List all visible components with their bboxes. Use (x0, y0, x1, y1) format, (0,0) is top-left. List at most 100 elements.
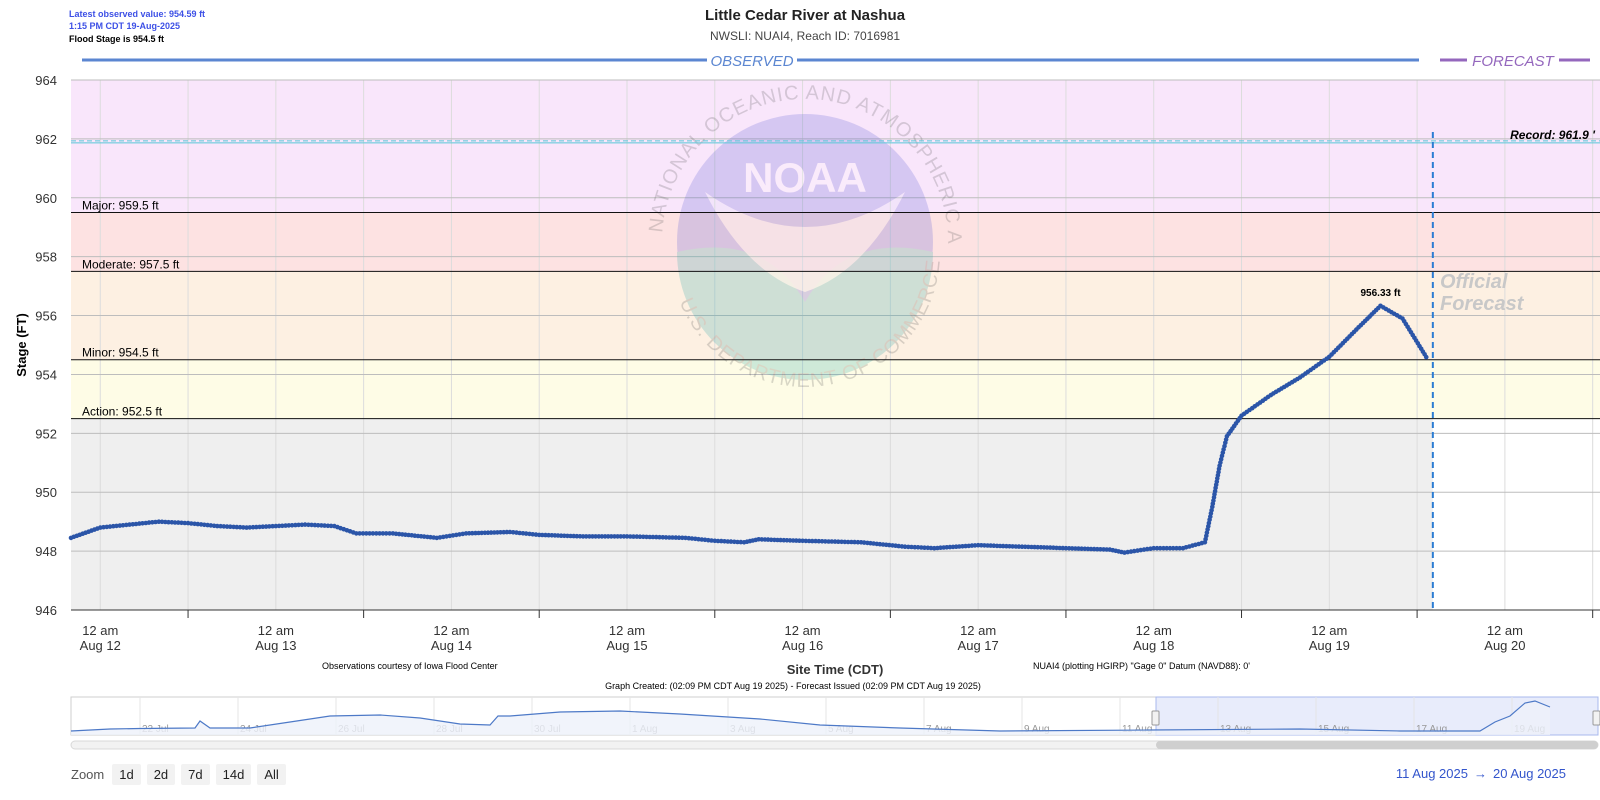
data-point (247, 525, 253, 530)
data-point (644, 534, 649, 540)
data-point (1026, 544, 1031, 550)
y-tick-label: 952 (35, 426, 57, 441)
range-arrow: → (1473, 766, 1487, 781)
data-point (909, 544, 914, 550)
data-point (179, 520, 184, 526)
data-point (906, 544, 911, 550)
data-point (1174, 545, 1179, 551)
data-point (470, 530, 475, 536)
data-point (377, 531, 382, 536)
noaa-logo-wave (677, 247, 933, 380)
data-point (609, 534, 614, 539)
x-tick-label-date: Aug 19 (1309, 638, 1350, 653)
data-point (778, 537, 783, 543)
data-point (845, 539, 851, 545)
zoom-14d-button[interactable]: 14d (215, 764, 252, 785)
zoom-7d-button[interactable]: 7d (181, 764, 210, 785)
data-point (241, 525, 246, 530)
data-point (1167, 545, 1173, 551)
data-point (546, 532, 551, 538)
y-tick-label: 958 (35, 250, 57, 265)
zoom-controls: Zoom 1d 2d 7d 14d All (71, 764, 286, 785)
scrollbar-thumb[interactable] (1156, 741, 1598, 749)
record-band (71, 80, 1600, 213)
data-point (1170, 545, 1176, 551)
data-point (829, 539, 835, 544)
data-point (328, 523, 334, 529)
datum-note: NUAI4 (plotting HGIRP) "Gage 0" Datum (N… (1033, 661, 1250, 671)
data-point (593, 534, 598, 539)
data-point (146, 520, 152, 525)
data-point (574, 533, 580, 539)
data-point (735, 539, 740, 545)
zoom-all-button[interactable]: All (257, 764, 286, 785)
data-point (928, 545, 934, 551)
data-point (631, 534, 636, 539)
data-point (738, 539, 744, 545)
navigator-date-label: 17 Aug (1416, 724, 1447, 735)
y-tick-label: 946 (35, 603, 57, 618)
zoom-2d-button[interactable]: 2d (146, 764, 176, 785)
data-point (849, 539, 854, 545)
data-point (787, 538, 793, 543)
x-tick-label-date: Aug 18 (1133, 638, 1174, 653)
data-point (810, 538, 815, 544)
peak-annotation: 956.33 ft (1361, 288, 1402, 299)
y-tick-label: 964 (35, 73, 57, 88)
data-point (915, 545, 921, 550)
data-point (1069, 546, 1075, 551)
range-from[interactable]: 11 Aug 2025 (1395, 766, 1468, 781)
data-point (722, 539, 727, 544)
data-point (159, 519, 165, 525)
data-point (1423, 354, 1429, 360)
data-point (101, 524, 106, 530)
noaa-logo-text: NOAA (743, 154, 867, 201)
data-point (1151, 545, 1156, 551)
data-point (634, 534, 640, 539)
data-point (637, 534, 643, 539)
x-tick-label-date: Aug 13 (255, 638, 296, 653)
data-point (215, 523, 220, 529)
minor-band (71, 359, 1600, 419)
data-point (517, 530, 522, 536)
grid-lines (99, 80, 1594, 610)
data-point (488, 530, 494, 535)
data-point (836, 539, 841, 544)
x-tick-label-time: 12 am (609, 623, 645, 638)
data-point (715, 538, 721, 544)
y-tick-label: 948 (35, 544, 57, 559)
data-point (280, 523, 285, 529)
data-point (618, 534, 623, 539)
data-point (166, 519, 171, 525)
data-point (759, 537, 765, 542)
normal-band (71, 418, 1433, 610)
data-point (797, 538, 802, 543)
data-point (127, 522, 132, 527)
data-point (696, 536, 701, 542)
data-point (680, 535, 685, 541)
data-point (289, 523, 295, 528)
range-to[interactable]: 20 Aug 2025 (1492, 766, 1566, 781)
data-point (660, 535, 666, 540)
navigator-left-handle[interactable] (1151, 710, 1160, 726)
data-point (641, 534, 646, 540)
record-label: Record: 961.9 ' (1510, 128, 1596, 142)
data-point (1063, 545, 1069, 551)
data-point (819, 539, 825, 544)
data-point (202, 522, 207, 528)
navigator-date-label: 9 Aug (1024, 724, 1050, 735)
data-point (1098, 547, 1103, 552)
y-axis-title: Stage (FT) (14, 313, 29, 377)
navigator-right-handle[interactable] (1592, 710, 1600, 726)
observed-label: OBSERVED (710, 53, 793, 70)
x-tick-label-time: 12 am (258, 623, 294, 638)
data-point (260, 524, 266, 529)
data-point (234, 524, 240, 530)
data-point (650, 534, 656, 540)
latest-observed-info: Latest observed value: 954.59 ft 1:15 PM… (69, 8, 205, 32)
data-point (250, 524, 256, 530)
zoom-1d-button[interactable]: 1d (112, 764, 141, 785)
data-point (839, 539, 844, 545)
threshold-label-minor: Minor: 954.5 ft (82, 346, 159, 360)
x-tick-label-time: 12 am (785, 623, 821, 638)
